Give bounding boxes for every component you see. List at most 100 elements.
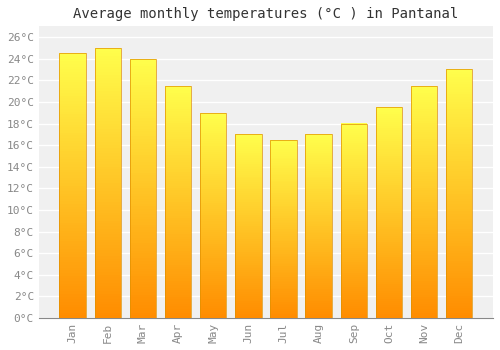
Bar bbox=[60, 207, 86, 209]
Bar bbox=[130, 305, 156, 308]
Bar bbox=[340, 191, 367, 194]
Bar bbox=[270, 293, 296, 295]
Bar bbox=[376, 282, 402, 284]
Bar bbox=[165, 102, 191, 104]
Bar bbox=[340, 287, 367, 289]
Bar bbox=[411, 146, 438, 148]
Bar bbox=[235, 276, 262, 278]
Bar bbox=[130, 64, 156, 66]
Bar bbox=[94, 167, 121, 169]
Bar bbox=[94, 261, 121, 264]
Bar bbox=[376, 128, 402, 131]
Bar bbox=[376, 185, 402, 187]
Bar bbox=[165, 216, 191, 218]
Bar bbox=[235, 313, 262, 314]
Bar bbox=[411, 262, 438, 265]
Bar bbox=[270, 241, 296, 243]
Bar bbox=[60, 220, 86, 223]
Bar bbox=[411, 151, 438, 153]
Bar bbox=[235, 241, 262, 243]
Bar bbox=[200, 287, 226, 289]
Bar bbox=[411, 276, 438, 279]
Bar bbox=[200, 303, 226, 306]
Bar bbox=[165, 86, 191, 318]
Bar bbox=[340, 296, 367, 299]
Bar bbox=[165, 155, 191, 158]
Bar bbox=[340, 223, 367, 225]
Bar bbox=[411, 144, 438, 146]
Bar bbox=[94, 164, 121, 167]
Bar bbox=[446, 268, 472, 271]
Bar bbox=[306, 259, 332, 261]
Bar bbox=[270, 250, 296, 252]
Bar bbox=[306, 281, 332, 283]
Bar bbox=[60, 88, 86, 90]
Bar bbox=[446, 109, 472, 112]
Bar bbox=[270, 275, 296, 277]
Bar bbox=[235, 173, 262, 175]
Bar bbox=[200, 184, 226, 187]
Bar bbox=[235, 298, 262, 300]
Bar bbox=[200, 156, 226, 158]
Bar bbox=[94, 188, 121, 191]
Bar bbox=[340, 211, 367, 213]
Bar bbox=[60, 101, 86, 104]
Bar bbox=[340, 137, 367, 139]
Bar bbox=[235, 303, 262, 305]
Bar bbox=[200, 248, 226, 250]
Bar bbox=[411, 116, 438, 118]
Bar bbox=[306, 243, 332, 245]
Bar bbox=[376, 189, 402, 191]
Bar bbox=[130, 170, 156, 173]
Bar bbox=[130, 279, 156, 282]
Bar bbox=[306, 191, 332, 193]
Bar bbox=[235, 290, 262, 292]
Bar bbox=[200, 189, 226, 191]
Bar bbox=[235, 287, 262, 288]
Bar bbox=[60, 135, 86, 138]
Bar bbox=[270, 220, 296, 222]
Bar bbox=[270, 295, 296, 296]
Bar bbox=[340, 147, 367, 149]
Bar bbox=[446, 70, 472, 318]
Bar bbox=[446, 229, 472, 231]
Bar bbox=[340, 201, 367, 203]
Bar bbox=[306, 223, 332, 224]
Bar bbox=[94, 180, 121, 183]
Bar bbox=[165, 228, 191, 230]
Bar bbox=[340, 219, 367, 221]
Bar bbox=[411, 265, 438, 267]
Bar bbox=[94, 183, 121, 186]
Bar bbox=[270, 200, 296, 202]
Bar bbox=[376, 175, 402, 177]
Bar bbox=[411, 295, 438, 297]
Bar bbox=[130, 287, 156, 289]
Bar bbox=[340, 289, 367, 291]
Bar bbox=[270, 198, 296, 200]
Bar bbox=[446, 201, 472, 204]
Bar bbox=[130, 266, 156, 269]
Bar bbox=[94, 259, 121, 261]
Bar bbox=[130, 92, 156, 95]
Bar bbox=[235, 300, 262, 301]
Bar bbox=[165, 299, 191, 302]
Bar bbox=[130, 308, 156, 310]
Bar bbox=[235, 184, 262, 186]
Bar bbox=[446, 152, 472, 154]
Bar bbox=[446, 154, 472, 156]
Bar bbox=[60, 82, 86, 85]
Bar bbox=[235, 243, 262, 245]
Bar bbox=[306, 158, 332, 160]
Bar bbox=[306, 276, 332, 278]
Bar bbox=[270, 263, 296, 265]
Bar bbox=[200, 265, 226, 267]
Bar bbox=[270, 159, 296, 161]
Bar bbox=[376, 278, 402, 280]
Bar bbox=[130, 222, 156, 225]
Bar bbox=[165, 113, 191, 116]
Bar bbox=[165, 232, 191, 234]
Bar bbox=[165, 137, 191, 139]
Bar bbox=[270, 184, 296, 186]
Bar bbox=[94, 91, 121, 94]
Bar bbox=[200, 228, 226, 230]
